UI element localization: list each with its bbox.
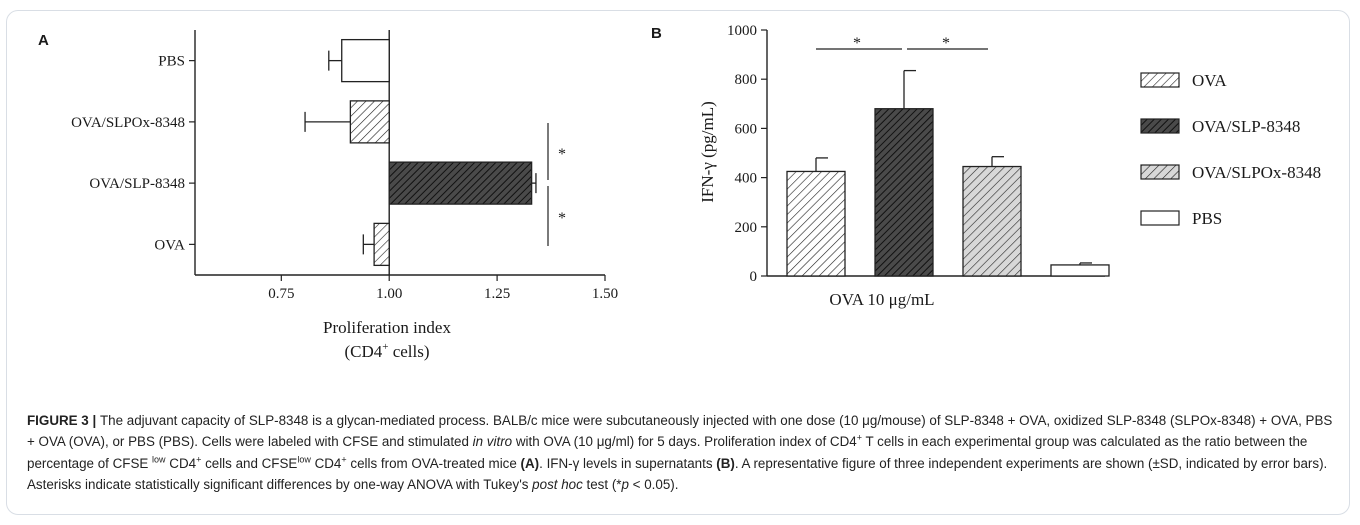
panel-b-legend-label: PBS (1192, 209, 1222, 228)
caption-p: p (621, 476, 629, 492)
panel-b-y-tick-label: 400 (735, 171, 758, 187)
caption-text-11: < 0.05). (628, 476, 679, 492)
panel-a-xlabel-line1: Proliferation index (323, 318, 451, 337)
panel-b-xlabel: OVA 10 μg/mL (829, 290, 934, 309)
caption-text-6: CD4 (310, 455, 342, 471)
figure-caption: FIGURE 3 | The adjuvant capacity of SLP-… (27, 410, 1337, 495)
panel-b-legend-swatch (1140, 210, 1180, 226)
panel-a-category-label: PBS (158, 54, 185, 70)
panel-b-ylabel: IFN-γ (pg/mL) (698, 101, 717, 202)
caption-text-3: T cells in each experimental group was c… (27, 434, 1308, 471)
panel-a-category-label: OVA/SLP-8348 (89, 176, 185, 192)
panel-b-bar (786, 170, 846, 277)
caption-sup-3: + (196, 454, 202, 465)
caption-sup-4: low (297, 454, 311, 465)
panel-a-sig-star-1: * (558, 146, 566, 163)
figure-svg: A 0.75 1.00 1.25 1.50 PBS OVA/SLPOx-8348 OVA/S… (38, 23, 1321, 361)
panel-a-chart: 0.75 1.00 1.25 1.50 PBS OVA/SLPOx-8348 OVA/SLP… (71, 30, 618, 302)
panel-b-y-tick-label: 600 (735, 121, 758, 137)
panel-a-x-tick-label: 0.75 (268, 286, 294, 302)
caption-post-hoc: post hoc (532, 476, 583, 492)
caption-sup-5: + (341, 454, 347, 465)
panel-a-x-tick-label: 1.50 (592, 286, 618, 302)
panel-b-y-tick-label: 0 (750, 269, 758, 285)
caption-text-10: test (* (582, 476, 622, 492)
caption-text-8: . IFN-γ levels in supernatants (539, 455, 717, 471)
panel-a-bar (373, 222, 390, 267)
panel-a-bar (341, 38, 390, 83)
panel-b-letter: B (651, 25, 662, 42)
panel-b-y-tick-label: 800 (735, 72, 758, 88)
panel-b-bar (874, 108, 934, 277)
caption-text-4: CD4 (165, 455, 197, 471)
caption-in-vitro: in vitro (472, 434, 513, 450)
caption-title: FIGURE 3 | (27, 413, 100, 428)
panel-a-category-label: OVA (154, 237, 185, 253)
caption-ref-a: (A) (520, 455, 540, 471)
panel-b-y-tick-label: 1000 (727, 23, 757, 39)
caption-text-1: The adjuvant capacity of SLP-8348 is a g… (27, 413, 1333, 450)
panel-b-legend-swatch (1140, 72, 1180, 88)
caption-text-2: with OVA (10 μg/ml) for 5 days. Prolifer… (512, 434, 857, 450)
caption-ref-b: (B) (716, 455, 735, 471)
caption-text-5: cells and CFSE (201, 455, 298, 471)
panel-b-legend-swatch (1140, 118, 1180, 134)
panel-a-sig-star-2: * (558, 210, 566, 227)
caption-text-7: cells from OVA-treated mice (346, 455, 521, 471)
panel-a-category-label: OVA/SLPOx-8348 (71, 115, 185, 131)
caption-text-9: . A representative figure of three indep… (27, 455, 1328, 492)
panel-a-bar (349, 100, 390, 144)
panel-b-y-tick-label: 200 (735, 220, 758, 236)
caption-sup-2: low (152, 454, 166, 465)
panel-a-x-tick-label: 1.25 (484, 286, 510, 302)
panel-b-bar (1050, 264, 1110, 277)
panel-b-bar (962, 165, 1022, 277)
panel-b-sig-star-1: * (853, 35, 861, 52)
figure-frame (6, 10, 1350, 515)
caption-sup-1: + (856, 432, 862, 443)
panel-a-letter: A (38, 32, 49, 49)
panel-b-legend-swatch (1140, 164, 1180, 180)
panel-a-xlabel-line2: (CD4+ cells) (344, 341, 429, 361)
panel-a-x-tick-label: 1.00 (376, 286, 402, 302)
panel-b-legend-label: OVA/SLP-8348 (1192, 117, 1300, 136)
panel-b-sig-star-2: * (942, 35, 950, 52)
panel-a-bar (388, 161, 533, 205)
panel-b-chart: 0 200 400 600 800 1000 (727, 23, 1110, 285)
panel-b-legend-label: OVA (1192, 71, 1227, 90)
panel-b-legend-label: OVA/SLPOx-8348 (1192, 163, 1321, 182)
panel-b-legend: OVA OVA/SLP-8348 OVA/SLPOx-8348 PBS (1140, 71, 1321, 228)
